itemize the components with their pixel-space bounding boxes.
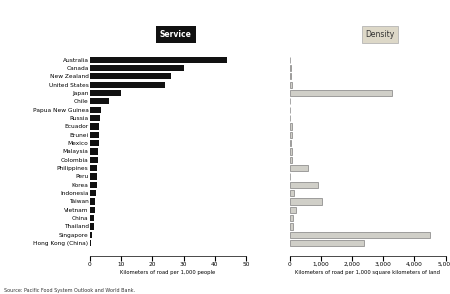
X-axis label: Kilometers of road per 1,000 square kilometers of land: Kilometers of road per 1,000 square kilo… bbox=[295, 270, 440, 275]
Bar bbox=[290, 182, 318, 188]
Bar bbox=[290, 215, 293, 221]
Bar bbox=[290, 123, 292, 130]
Bar bbox=[90, 56, 227, 63]
Bar bbox=[290, 190, 294, 196]
Bar bbox=[90, 115, 100, 121]
Bar bbox=[90, 90, 121, 96]
Bar bbox=[290, 207, 296, 213]
Bar bbox=[290, 198, 322, 205]
Bar bbox=[290, 165, 308, 171]
Bar bbox=[90, 190, 95, 196]
Bar bbox=[90, 98, 109, 104]
Bar bbox=[90, 173, 97, 180]
Text: Density: Density bbox=[365, 30, 395, 39]
Bar bbox=[90, 148, 98, 155]
Bar bbox=[290, 157, 292, 163]
Bar bbox=[90, 123, 99, 130]
Bar bbox=[90, 240, 91, 246]
Bar bbox=[90, 223, 94, 230]
Bar bbox=[90, 232, 91, 238]
Bar bbox=[90, 65, 184, 71]
Bar bbox=[90, 165, 97, 171]
Bar bbox=[290, 132, 292, 138]
Bar bbox=[90, 157, 98, 163]
Bar bbox=[290, 148, 292, 155]
Bar bbox=[90, 207, 94, 213]
Bar bbox=[90, 182, 97, 188]
Bar bbox=[90, 132, 99, 138]
Bar bbox=[290, 223, 293, 230]
Bar bbox=[90, 73, 171, 79]
X-axis label: Kilometers of road per 1,000 people: Kilometers of road per 1,000 people bbox=[120, 270, 216, 275]
Bar bbox=[90, 215, 94, 221]
Bar bbox=[90, 107, 101, 113]
Text: Source: Pacific Food System Outlook and World Bank.: Source: Pacific Food System Outlook and … bbox=[4, 288, 135, 293]
Bar bbox=[290, 81, 292, 88]
Bar bbox=[290, 90, 392, 96]
Text: Road service and density in the Asia-Pacific region: Road service and density in the Asia-Pac… bbox=[5, 15, 247, 24]
Bar bbox=[290, 73, 292, 79]
Bar bbox=[90, 198, 95, 205]
Bar bbox=[90, 81, 165, 88]
Bar bbox=[290, 65, 291, 71]
Bar bbox=[90, 140, 99, 146]
Text: Service: Service bbox=[160, 30, 192, 39]
Bar bbox=[290, 140, 291, 146]
Bar bbox=[290, 240, 364, 246]
Bar bbox=[290, 232, 430, 238]
